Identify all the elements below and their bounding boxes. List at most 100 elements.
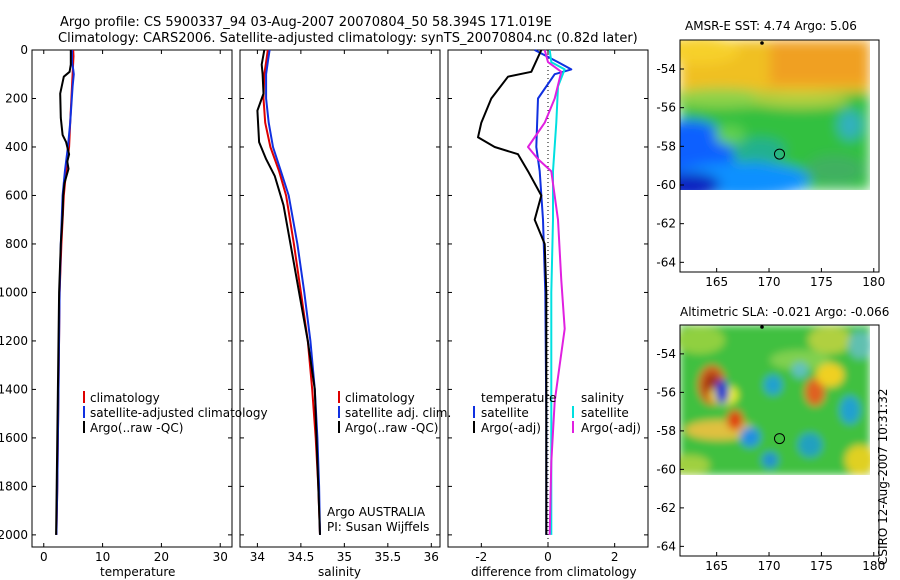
temperature-legend: climatology satellite-adjusted climatolo…: [83, 391, 268, 435]
figure-title-line2: Climatology: CARS2006. Satellite-adjuste…: [58, 31, 638, 46]
temperature-axes-frame: [31, 49, 233, 548]
depth-tick-label: 0: [20, 43, 28, 57]
temperature-series-argo-raw-qc-: [55, 50, 72, 535]
difference-legend-sal-argo: Argo(-adj): [581, 421, 641, 435]
sla-lat-tick-label: -54: [656, 347, 676, 361]
sla-lat-tick-label: -60: [656, 462, 676, 476]
sst-lat-tick-label: -58: [656, 139, 676, 153]
difference-xtick-label: 0: [544, 550, 552, 564]
depth-tick-label: 1200: [0, 334, 28, 348]
temperature-lines: [55, 49, 75, 535]
sla-lon-tick-label: 175: [810, 559, 833, 573]
figure-title-line1: Argo profile: CS 5900337_94 03-Aug-2007 …: [60, 15, 552, 30]
salinity-legend-climatology: climatology: [345, 391, 415, 405]
sst-map-ticks: 165 170 175 180 -54 -56 -58 -60 -62 -64: [656, 62, 885, 289]
salinity-xtick-label: 35.5: [374, 550, 401, 564]
salinity-legend-satellite: satellite adj. clim.: [345, 406, 451, 420]
difference-panel: -2 0 2 difference from climatology tempera…: [447, 49, 649, 579]
temperature-xtick-label: 20: [154, 550, 169, 564]
sla-lon-tick-label: 170: [758, 559, 781, 573]
sst-lon-tick-label: 180: [862, 275, 885, 289]
sla-heatmap: [680, 325, 870, 475]
sst-lat-tick-label: -56: [656, 101, 676, 115]
difference-legend-temperature-heading: temperature: [481, 391, 556, 405]
depth-tick-label: 1400: [0, 382, 28, 396]
depth-tick-label: 600: [5, 188, 28, 202]
salinity-series-argo-raw-qc-: [256, 49, 321, 535]
sla-map-panel: Altimetric SLA: -0.021 Argo: -0.066: [656, 305, 889, 573]
credit-timestamp: CSIRO 12-Aug-2007 10:31:32: [876, 388, 890, 565]
sst-lat-tick-label: -64: [656, 255, 676, 269]
sla-lat-tick-label: -56: [656, 385, 676, 399]
difference-series-salinity-argo-adj-: [527, 49, 566, 535]
sla-map-frame: [679, 324, 880, 557]
sst-map-frame: [679, 39, 880, 273]
depth-tick-label: 200: [5, 91, 28, 105]
sla-lat-tick-label: -58: [656, 424, 676, 438]
salinity-xlabel: salinity: [318, 565, 361, 579]
temperature-xtick-label: 0: [40, 550, 48, 564]
salinity-panel: 34 34.5 35 35.5 36 salinity climatology sate…: [239, 49, 451, 579]
depth-tick-label: 1800: [0, 479, 28, 493]
sst-lat-tick-label: -62: [656, 217, 676, 231]
difference-xtick-label: 2: [611, 550, 619, 564]
sst-map-panel: AMSR-E SST: 4.74 Argo: 5.06 165 170 175 180…: [656, 19, 885, 289]
sla-map-title: Altimetric SLA: -0.021 Argo: -0.066: [680, 305, 889, 319]
difference-ticks: -2 0 2: [448, 49, 648, 564]
salinity-xtick-label: 35: [337, 550, 352, 564]
sla-lat-tick-label: -62: [656, 501, 676, 515]
salinity-legend-argo: Argo(..raw -QC): [345, 421, 438, 435]
difference-series-temperature-argo-adj-: [477, 49, 548, 535]
difference-legend-salinity-heading: salinity: [581, 391, 624, 405]
depth-tick-label: 1000: [0, 285, 28, 299]
difference-legend: temperature satellite Argo(-adj) salinit…: [473, 391, 641, 435]
difference-series-salinity-satellite: [548, 49, 566, 535]
difference-xtick-label: -2: [475, 550, 487, 564]
institution-line2: PI: Susan Wijffels: [327, 520, 429, 534]
salinity-lines: [256, 49, 321, 535]
difference-legend-sal-satellite: satellite: [581, 406, 629, 420]
sla-float-track-dot: [760, 325, 764, 329]
temperature-legend-satellite: satellite-adjusted climatology: [90, 406, 268, 420]
sst-lon-tick-label: 175: [810, 275, 833, 289]
temperature-xlabel: temperature: [100, 565, 175, 579]
institution-line1: Argo AUSTRALIA: [327, 505, 426, 519]
sst-heatmap: [680, 40, 870, 190]
sst-lon-tick-label: 165: [705, 275, 728, 289]
salinity-series-climatology: [262, 49, 321, 535]
difference-series-temperature-satellite: [534, 49, 573, 535]
depth-tick-label: 2000: [0, 528, 28, 542]
sst-lon-tick-label: 170: [758, 275, 781, 289]
salinity-xtick-label: 34: [250, 550, 265, 564]
difference-lines: [477, 49, 573, 535]
salinity-series-satellite-adj-clim-: [265, 49, 321, 535]
sst-lat-tick-label: -54: [656, 62, 676, 76]
depth-tick-label: 800: [5, 237, 28, 251]
salinity-axes-frame: [239, 49, 441, 548]
difference-legend-temp-argo: Argo(-adj): [481, 421, 541, 435]
difference-xlabel: difference from climatology: [471, 565, 637, 579]
sst-map-title: AMSR-E SST: 4.74 Argo: 5.06: [685, 19, 857, 33]
salinity-legend: climatology satellite adj. clim. Argo(..…: [338, 391, 451, 435]
sla-map-ticks: 165 170 175 180 -54 -56 -58 -60 -62 -64: [656, 347, 885, 573]
sla-lon-tick-label: 180: [862, 559, 885, 573]
temperature-panel: 0 10 20 30 0 200 400 600 800 1000 1200 1400 1600 1800…: [0, 43, 268, 579]
sst-float-track-dot: [760, 41, 764, 45]
temperature-xtick-label: 30: [213, 550, 228, 564]
sst-argo-float-marker: [774, 148, 785, 160]
sla-argo-float-marker: [774, 433, 785, 445]
depth-tick-label: 1600: [0, 431, 28, 445]
sla-lat-tick-label: -64: [656, 539, 676, 553]
temperature-legend-argo: Argo(..raw -QC): [90, 421, 183, 435]
sst-lat-tick-label: -60: [656, 178, 676, 192]
sla-lon-tick-label: 165: [705, 559, 728, 573]
temperature-xtick-label: 10: [95, 550, 110, 564]
depth-tick-label: 400: [5, 140, 28, 154]
salinity-xtick-label: 36: [424, 550, 439, 564]
temperature-ticks: 0 10 20 30 0 200 400 600 800 1000 1200 1400 1600 1800…: [0, 43, 232, 564]
salinity-ticks: 34 34.5 35 35.5 36: [240, 49, 440, 564]
temperature-legend-climatology: climatology: [90, 391, 160, 405]
salinity-xtick-label: 34.5: [288, 550, 315, 564]
difference-legend-temp-satellite: satellite: [481, 406, 529, 420]
